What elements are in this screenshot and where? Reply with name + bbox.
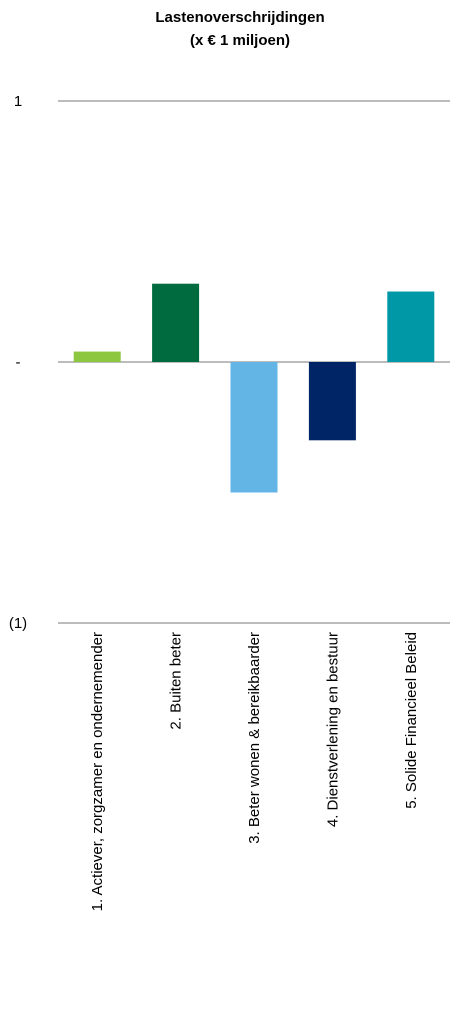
y-tick-label-2: (1) <box>9 615 27 632</box>
chart-subtitle: (x € 1 miljoen) <box>190 32 290 49</box>
category-label-4: 4. Dienstverlening en bestuur <box>324 632 341 827</box>
bar-1 <box>73 351 121 362</box>
y-tick-label-1: - <box>16 354 21 371</box>
category-label-1: 1. Actiever, zorgzamer en ondernemender <box>89 632 106 911</box>
bar-4 <box>308 362 356 441</box>
chart-title: Lastenoverschrijdingen <box>155 9 324 26</box>
category-label-3: 3. Beter wonen & bereikbaarder <box>246 632 263 844</box>
category-labels: 1. Actiever, zorgzamer en ondernemender 2… <box>89 632 420 911</box>
y-tick-label-0: 1 <box>14 93 22 110</box>
y-axis-ticks: 1 - (1) <box>9 93 27 632</box>
bars <box>73 283 435 493</box>
bar-5 <box>387 291 435 362</box>
bar-3 <box>230 362 278 493</box>
category-label-5: 5. Solide Financieel Beleid <box>403 632 420 809</box>
category-label-2: 2. Buiten beter <box>168 632 185 730</box>
bar-2 <box>152 283 200 362</box>
